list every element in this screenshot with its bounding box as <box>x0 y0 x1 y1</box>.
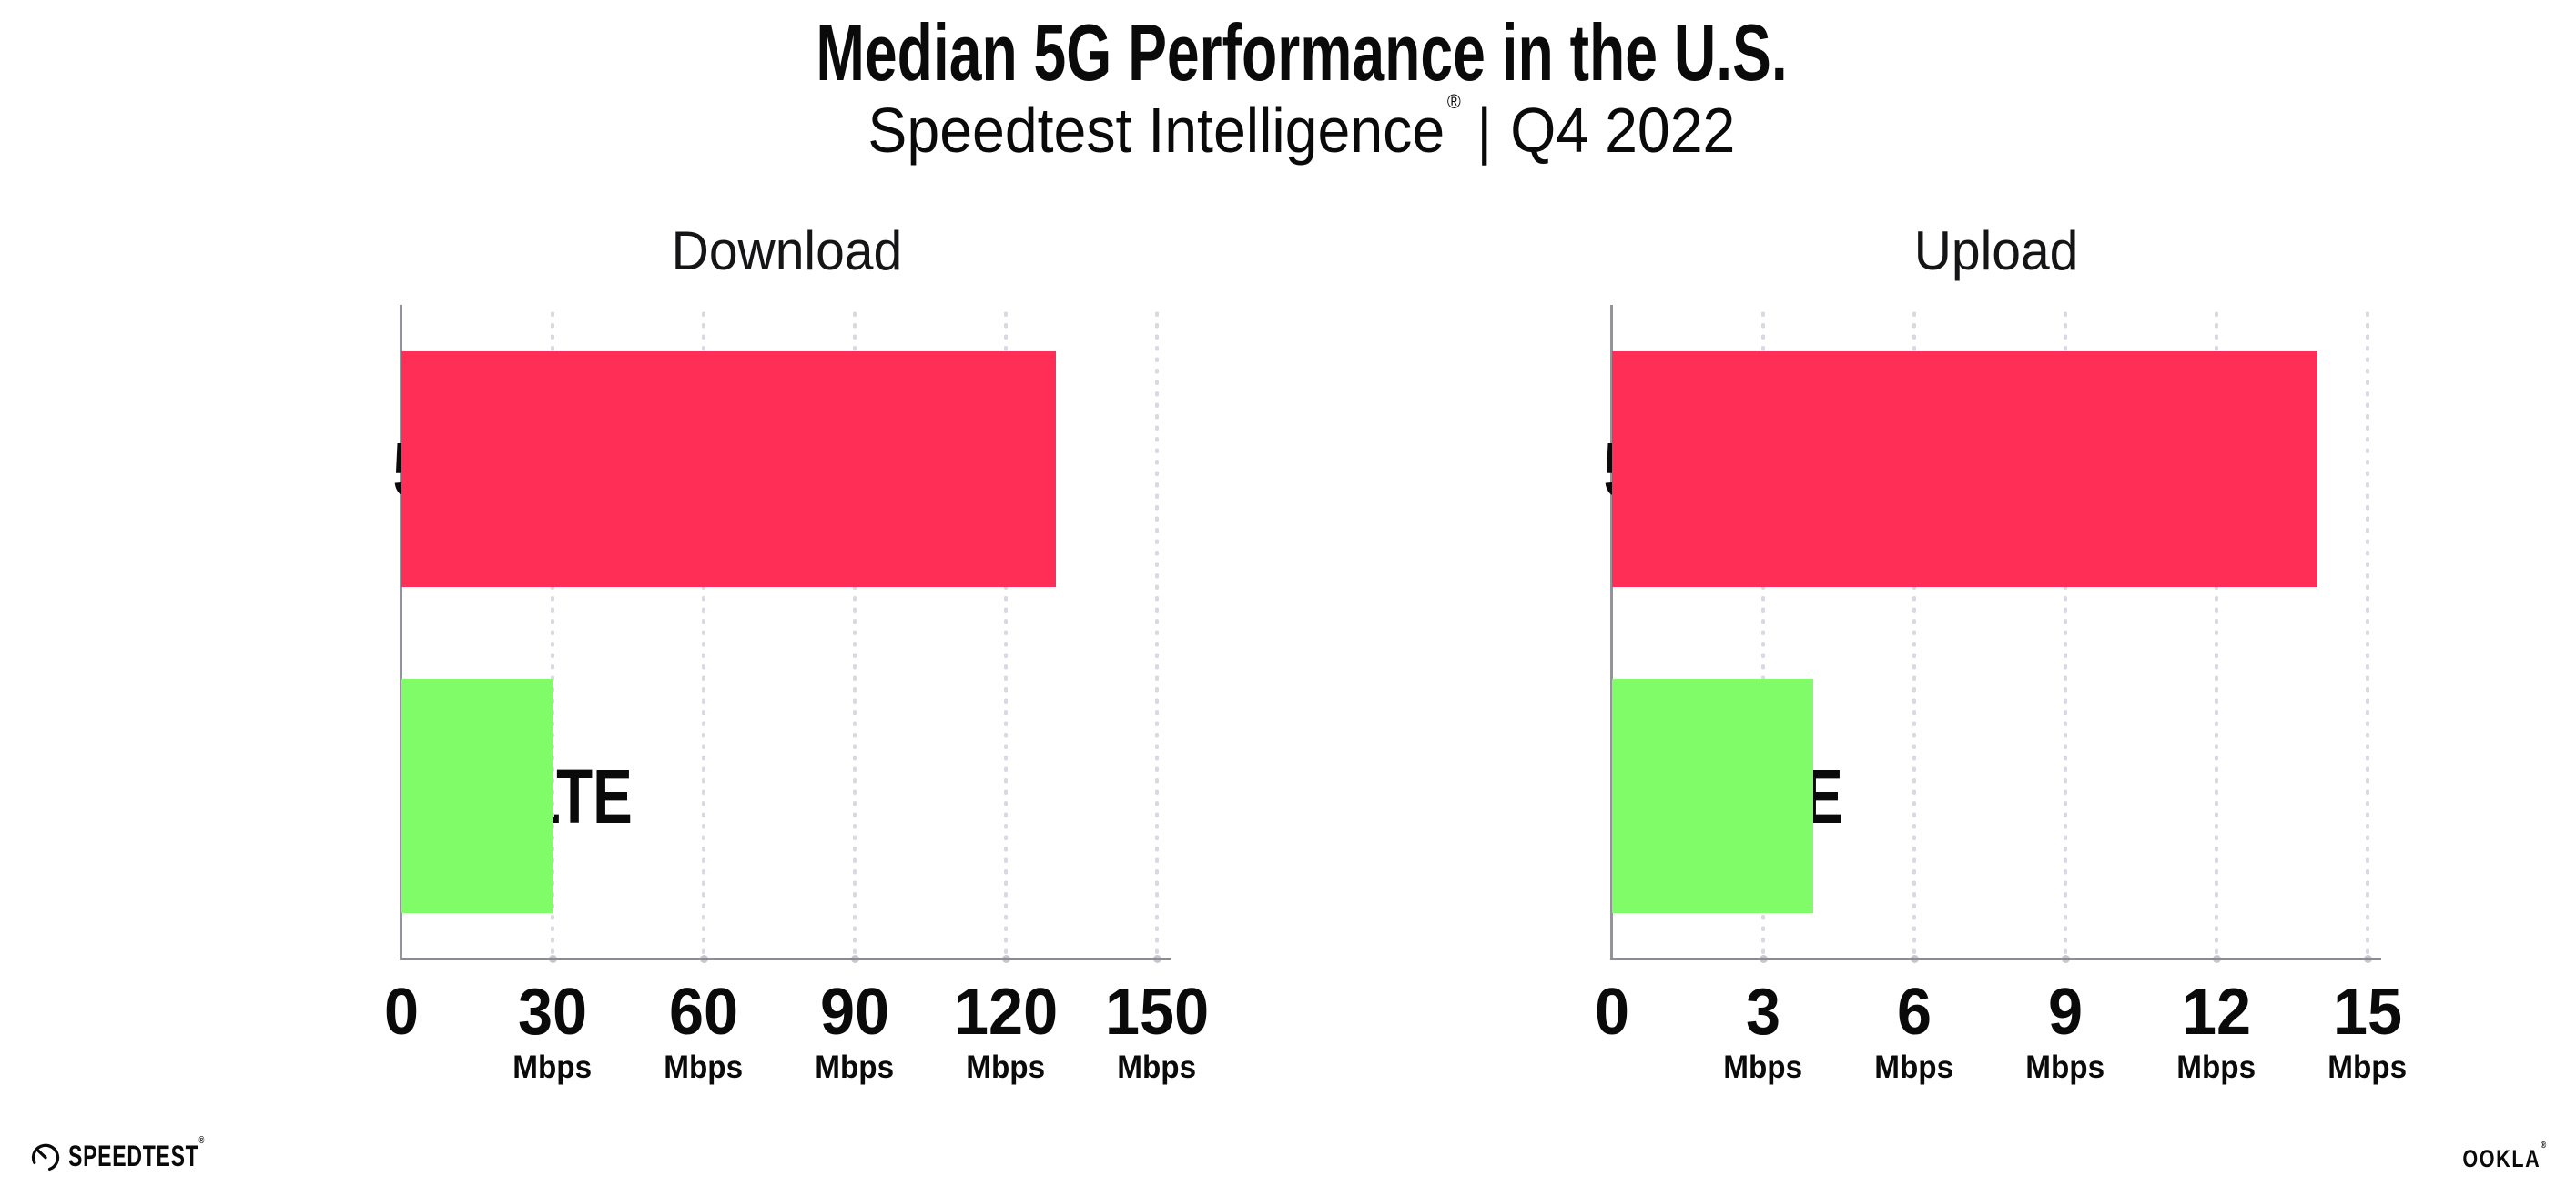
x-tick-unit-label-12: Mbps <box>2176 1050 2257 1085</box>
x-tick-unit-label-120: Mbps <box>966 1050 1046 1085</box>
bar-5g <box>1612 351 2317 587</box>
subtitle-period: Q4 2022 <box>1510 95 1736 166</box>
x-tick-label-9: 9 <box>2047 976 2084 1049</box>
gridline-120 <box>1004 309 1008 959</box>
y-axis-line <box>400 305 402 959</box>
x-tick-label-150: 150 <box>1104 976 1210 1049</box>
x-tick-label-0: 0 <box>1594 976 1630 1049</box>
subtitle-separator: | <box>1476 95 1493 166</box>
x-tick-label-60: 60 <box>668 976 739 1049</box>
x-tick-unit-label-15: Mbps <box>2328 1050 2408 1085</box>
speedtest-wordmark: SPEEDTEST® <box>68 1136 205 1173</box>
x-tick-label-0: 0 <box>383 976 420 1049</box>
ookla-wordmark: OOKLA® <box>2462 1141 2549 1173</box>
gridline-3 <box>1761 309 1765 959</box>
ookla-text: OOKLA <box>2462 1145 2541 1172</box>
x-tick-unit-label-3: Mbps <box>1723 1050 1803 1085</box>
x-axis-line <box>1610 958 2381 960</box>
ookla-logo: OOKLA® <box>2441 1141 2549 1173</box>
gridline-12 <box>2215 309 2218 959</box>
gridline-6 <box>1912 309 1916 959</box>
upload-chart-title: Upload <box>1913 220 2079 281</box>
bar-4g-lte <box>1612 679 1814 913</box>
x-tick-unit-label-6: Mbps <box>1874 1050 1954 1085</box>
bar-5g <box>401 351 1057 587</box>
speedtest-gauge-icon <box>31 1143 60 1171</box>
download-chart-title: Download <box>671 220 902 281</box>
x-tick-unit-label-90: Mbps <box>815 1050 895 1085</box>
gridline-30 <box>551 309 554 959</box>
x-tick-unit-label-60: Mbps <box>664 1050 744 1085</box>
ookla-registered-icon: ® <box>2541 1141 2548 1151</box>
x-tick-label-6: 6 <box>1896 976 1932 1049</box>
x-tick-label-30: 30 <box>517 976 588 1049</box>
gridline-60 <box>702 309 705 959</box>
x-tick-label-120: 120 <box>953 976 1059 1049</box>
speedtest-logo: SPEEDTEST® <box>30 1136 258 1173</box>
main-title: Median 5G Performance in the U.S. <box>816 7 1788 97</box>
speedtest-registered-icon: ® <box>198 1135 206 1146</box>
x-tick-unit-label-150: Mbps <box>1117 1050 1197 1085</box>
gridline-15 <box>2366 309 2369 959</box>
download-chart: 5G4G LTE030Mbps60Mbps90Mbps120Mbps150Mbp… <box>384 305 1209 1083</box>
upload-chart: 5G4G LTE03Mbps6Mbps9Mbps12Mbps15Mbps <box>1595 305 2407 1083</box>
y-axis-line <box>1610 305 1613 959</box>
gridline-90 <box>853 309 857 959</box>
x-tick-label-90: 90 <box>819 976 890 1049</box>
x-tick-label-12: 12 <box>2181 976 2252 1049</box>
bar-4g-lte <box>401 679 553 913</box>
x-tick-label-3: 3 <box>1745 976 1781 1049</box>
speedtest-text: SPEEDTEST <box>68 1140 199 1172</box>
subtitle: Speedtest Intelligence ® | Q4 2022 <box>868 92 1736 163</box>
x-tick-unit-label-9: Mbps <box>2025 1050 2105 1085</box>
gridline-9 <box>2064 309 2067 959</box>
gridline-150 <box>1155 309 1159 959</box>
x-tick-label-15: 15 <box>2332 976 2403 1049</box>
registered-trademark-icon: ® <box>1447 90 1461 113</box>
x-axis-line <box>400 958 1171 960</box>
subtitle-product: Speedtest Intelligence <box>867 95 1445 166</box>
x-tick-unit-label-30: Mbps <box>512 1050 593 1085</box>
